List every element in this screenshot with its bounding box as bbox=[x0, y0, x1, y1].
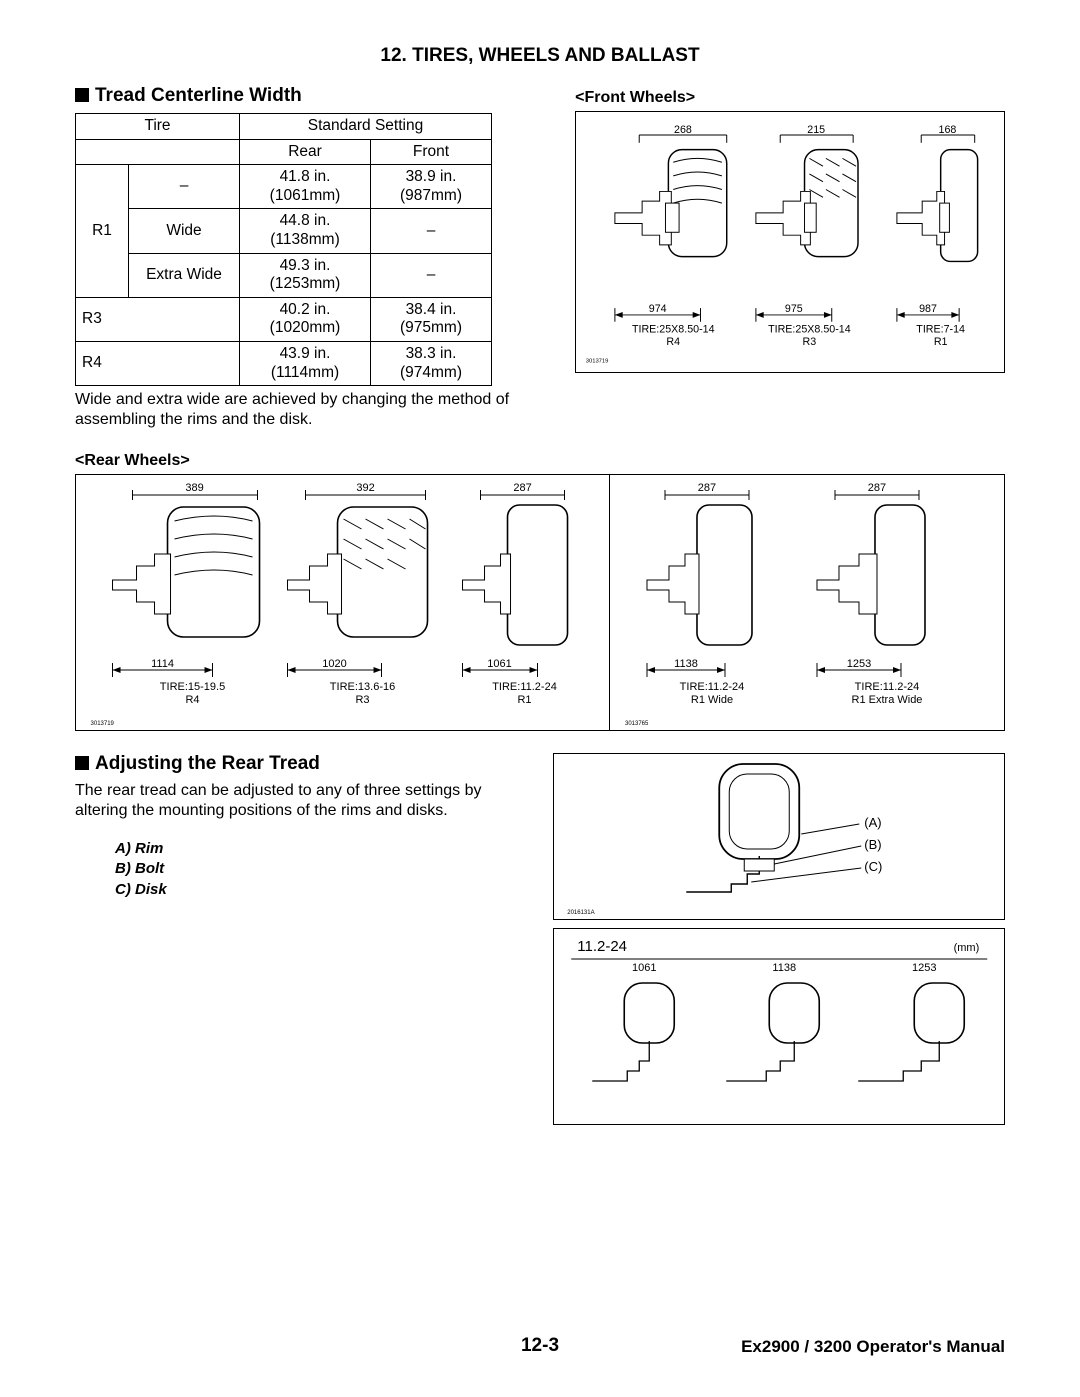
cell: 44.8 in. (1138mm) bbox=[240, 209, 371, 253]
svg-text:168: 168 bbox=[939, 124, 957, 136]
svg-text:TIRE:7-14: TIRE:7-14 bbox=[916, 323, 965, 335]
svg-text:R3: R3 bbox=[355, 694, 369, 706]
svg-text:3013719: 3013719 bbox=[91, 721, 115, 727]
cell: 43.9 in. (1114mm) bbox=[240, 341, 371, 385]
rear-wheels-diagram-left: 389 1114 TIRE:15-19.5 R4 392 bbox=[75, 474, 610, 731]
cell: 40.2 in. (1020mm) bbox=[240, 297, 371, 341]
svg-text:3013719: 3013719 bbox=[586, 359, 609, 365]
svg-text:389: 389 bbox=[185, 482, 203, 494]
svg-text:2016131A: 2016131A bbox=[567, 910, 594, 916]
rim-bolt-disk-diagram: (A) (B) (C) 2016131A bbox=[553, 753, 1006, 920]
svg-text:R1: R1 bbox=[934, 336, 948, 348]
rear-wheels-diagram-right: 287 1138 TIRE:11.2-24 R1 Wide 287 bbox=[610, 474, 1005, 731]
svg-text:975: 975 bbox=[785, 303, 803, 315]
section-adjust-title: Adjusting the Rear Tread bbox=[75, 753, 528, 775]
front-wheels-label: <Front Wheels> bbox=[575, 89, 1005, 107]
th-front: Front bbox=[371, 139, 492, 165]
svg-text:1253: 1253 bbox=[847, 658, 871, 670]
svg-text:(A): (A) bbox=[864, 815, 881, 830]
svg-text:1138: 1138 bbox=[674, 658, 698, 670]
svg-text:3013765: 3013765 bbox=[625, 721, 649, 727]
cell: Extra Wide bbox=[129, 253, 240, 297]
svg-text:1020: 1020 bbox=[322, 658, 346, 670]
bullet-icon bbox=[75, 88, 89, 102]
legend: A) Rim B) Bolt C) Disk bbox=[115, 839, 528, 900]
svg-text:R1 Wide: R1 Wide bbox=[691, 694, 733, 706]
svg-text:987: 987 bbox=[919, 303, 937, 315]
svg-text:TIRE:25X8.50-14: TIRE:25X8.50-14 bbox=[632, 323, 715, 335]
svg-text:215: 215 bbox=[807, 124, 825, 136]
cell: 41.8 in. (1061mm) bbox=[240, 165, 371, 209]
svg-text:1138: 1138 bbox=[772, 962, 796, 974]
svg-text:R1: R1 bbox=[517, 694, 531, 706]
svg-text:1114: 1114 bbox=[151, 658, 174, 670]
page-number: 12-3 bbox=[385, 1335, 695, 1357]
tread-settings-diagram: 11.2-24 (mm) 1061 1138 12 bbox=[553, 928, 1006, 1125]
bullet-icon bbox=[75, 756, 89, 770]
manual-title: Ex2900 / 3200 Operator's Manual bbox=[695, 1337, 1005, 1357]
svg-text:268: 268 bbox=[674, 124, 692, 136]
svg-text:R3: R3 bbox=[803, 336, 817, 348]
cat-r3: R3 bbox=[76, 297, 240, 341]
svg-text:TIRE:15-19.5: TIRE:15-19.5 bbox=[160, 681, 225, 693]
cell: 38.4 in. (975mm) bbox=[371, 297, 492, 341]
tread-table: Tire Standard Setting Rear Front R1 – 41… bbox=[75, 113, 492, 386]
svg-text:TIRE:13.6-16: TIRE:13.6-16 bbox=[330, 681, 395, 693]
svg-text:1061: 1061 bbox=[632, 962, 656, 974]
svg-text:R4: R4 bbox=[667, 336, 681, 348]
cell: 38.9 in. (987mm) bbox=[371, 165, 492, 209]
cell: Wide bbox=[129, 209, 240, 253]
legend-b: B) Bolt bbox=[115, 859, 528, 879]
section-tread-title: Tread Centerline Width bbox=[75, 85, 550, 107]
svg-text:287: 287 bbox=[698, 482, 716, 494]
svg-text:(mm): (mm) bbox=[953, 942, 979, 954]
th-std: Standard Setting bbox=[240, 114, 492, 140]
svg-text:1061: 1061 bbox=[487, 658, 511, 670]
svg-text:287: 287 bbox=[513, 482, 531, 494]
svg-text:974: 974 bbox=[649, 303, 667, 315]
front-wheels-diagram: 268 974 TIRE:25X8.50 bbox=[575, 111, 1005, 373]
svg-text:TIRE:25X8.50-14: TIRE:25X8.50-14 bbox=[768, 323, 851, 335]
cell: – bbox=[371, 253, 492, 297]
rear-wheels-label: <Rear Wheels> bbox=[75, 452, 1005, 470]
svg-text:(B): (B) bbox=[864, 837, 881, 852]
svg-text:TIRE:11.2-24: TIRE:11.2-24 bbox=[855, 681, 920, 693]
cat-r4: R4 bbox=[76, 341, 240, 385]
svg-text:287: 287 bbox=[868, 482, 886, 494]
svg-text:11.2-24: 11.2-24 bbox=[577, 938, 627, 955]
section-title-text: Adjusting the Rear Tread bbox=[95, 753, 320, 774]
cell: 38.3 in. (974mm) bbox=[371, 341, 492, 385]
svg-text:392: 392 bbox=[356, 482, 374, 494]
th-tire: Tire bbox=[76, 114, 240, 140]
tread-note: Wide and extra wide are achieved by chan… bbox=[75, 390, 550, 430]
adjust-body: The rear tread can be adjusted to any of… bbox=[75, 781, 528, 821]
legend-a: A) Rim bbox=[115, 839, 528, 859]
th-rear: Rear bbox=[240, 139, 371, 165]
svg-text:TIRE:11.2-24: TIRE:11.2-24 bbox=[680, 681, 745, 693]
svg-text:(C): (C) bbox=[864, 859, 882, 874]
cell: – bbox=[371, 209, 492, 253]
cell: – bbox=[129, 165, 240, 209]
chapter-title: 12. TIRES, WHEELS AND BALLAST bbox=[75, 45, 1005, 67]
section-title-text: Tread Centerline Width bbox=[95, 85, 302, 106]
legend-c: C) Disk bbox=[115, 880, 528, 900]
svg-text:1253: 1253 bbox=[912, 962, 936, 974]
cell: 49.3 in. (1253mm) bbox=[240, 253, 371, 297]
svg-text:TIRE:11.2-24: TIRE:11.2-24 bbox=[492, 681, 557, 693]
svg-text:R1 Extra Wide: R1 Extra Wide bbox=[852, 694, 923, 706]
cat-r1: R1 bbox=[76, 165, 129, 298]
svg-text:R4: R4 bbox=[185, 694, 199, 706]
